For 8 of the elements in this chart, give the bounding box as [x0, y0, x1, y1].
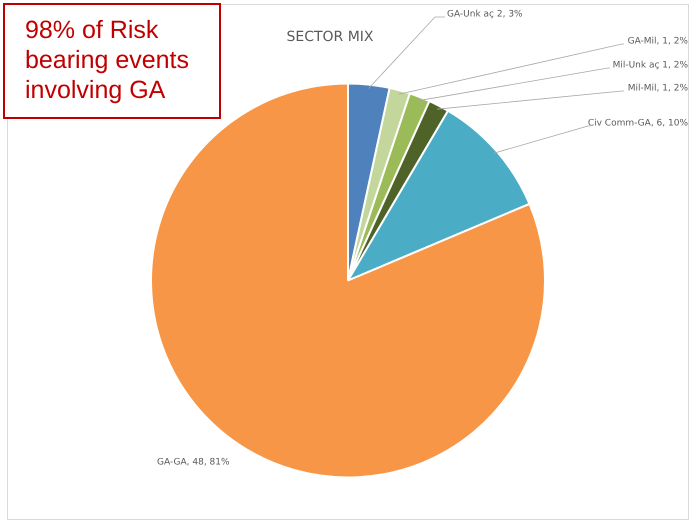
text: SECTOR MIX: [285, 29, 375, 45]
slice-label: GA-Unk aç 2, 3%: [447, 9, 524, 20]
slice-label: Civ Comm-GA, 6, 10%: [588, 118, 688, 128]
slice-label: Mil-Unk aç 1, 2%: [612, 60, 688, 70]
slice-label: GA-Mil, 1, 2%: [628, 36, 688, 46]
slice-label: GA-GA, 48, 81%: [157, 457, 230, 468]
slice-label: Mil-Mil, 1, 2%: [628, 83, 688, 94]
text: 98% of Risk bearing events involving GA: [3, 3, 221, 119]
